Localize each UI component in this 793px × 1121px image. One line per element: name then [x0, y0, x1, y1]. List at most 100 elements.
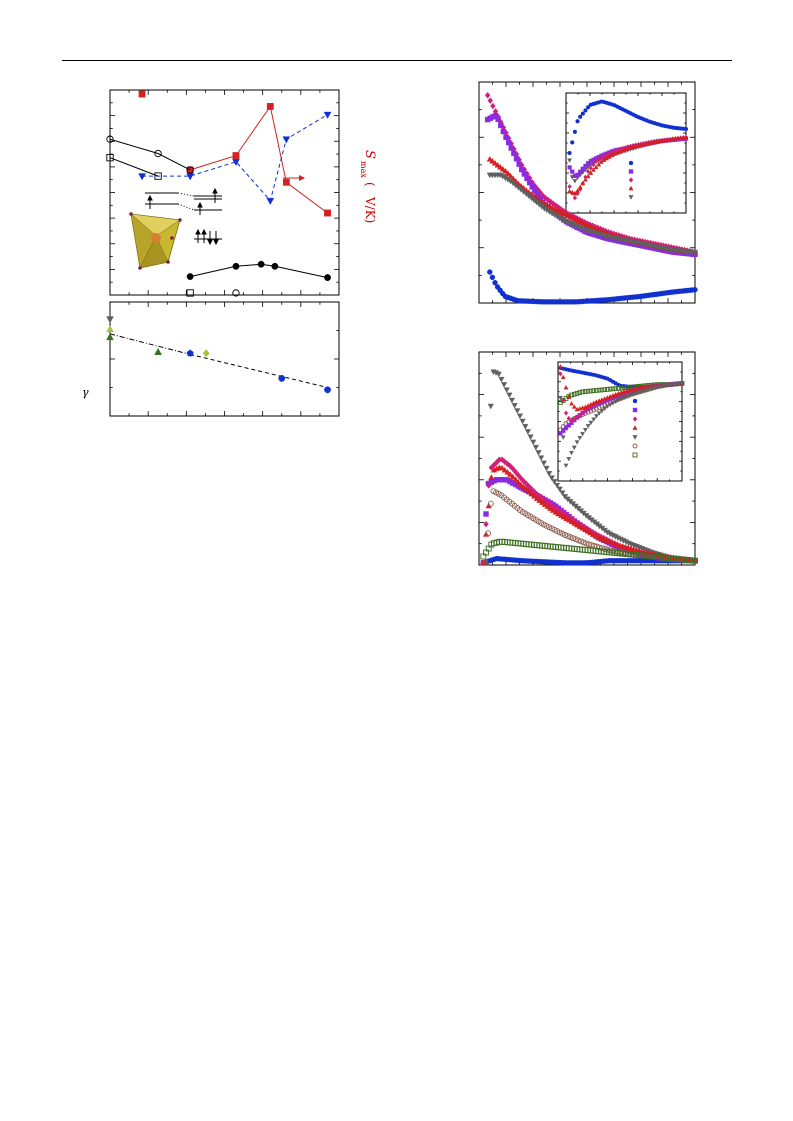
chart-D-gray_tri-point-5: [495, 371, 502, 378]
chart-D_inset-brown_circ_open-point-12: [591, 407, 596, 413]
chart-D_inset-gray_tri-point-25: [627, 393, 632, 398]
chart-D_inset-red_tri-point-2: [563, 384, 569, 390]
chart-D_inset-green_sq_open-point-10: [585, 388, 591, 394]
chart-D-gray_tri-point-27: [553, 482, 561, 489]
chart-D_inset-gray_tri-point-43: [676, 381, 682, 387]
right-axis-symbol: S: [362, 150, 377, 159]
chart-C_inset-blue_circ-point-0: [567, 150, 572, 156]
chart-D-red_tri-point-19: [531, 492, 538, 499]
chart-D-gray_tri-point-18: [530, 439, 537, 446]
panel-b-data: [106, 316, 331, 394]
chart-D_inset-green_sq_open-point-21: [616, 385, 621, 391]
chart-D_inset-gray_tri-point-18: [607, 402, 613, 408]
chart-D_inset-gray_tri-point-21: [616, 398, 621, 403]
chart-D_inset-gray_tri-point-30: [640, 389, 646, 394]
chart-D_inset-gray_tri-point-9: [582, 428, 588, 433]
chart-A-black_circ-point-1: [232, 262, 240, 270]
chart-A-red_sq-line: [189, 105, 328, 214]
chart-D-gray_tri-point-25: [548, 475, 555, 482]
chart-D-purple_sq-point-1: [483, 511, 489, 517]
chart-D-red_tri-point-21: [536, 497, 543, 503]
chart-D-brown_circ_open-point-31: [564, 533, 571, 540]
chart-D_inset-gray_tri-point-37: [660, 384, 666, 389]
chart-C-magenta_dia-point-2: [490, 102, 496, 110]
panel-d-inset-data: [558, 364, 685, 469]
chart-C-blue_circ-point-1: [489, 274, 496, 281]
chart-C_inset-red_tri-point-44: [683, 134, 689, 140]
chart-D-magenta_dia-point-11: [510, 465, 516, 472]
chart-C_inset-blue_circ-point-44: [683, 126, 689, 132]
chart-C_inset-magenta_dia-point-9: [591, 162, 596, 168]
chart-D-red_tri-point-20: [533, 495, 540, 501]
panel-c-inset-data: [567, 99, 689, 201]
chart-D_inset-gray_tri-point-4: [569, 450, 574, 456]
chart-D-gray_tri-point-20: [535, 450, 542, 456]
chart-D_inset-gray_tri-point-31: [643, 388, 649, 393]
chart-D-red_tri-point-25: [547, 505, 554, 511]
page-header-rule: [62, 60, 732, 61]
chart-D_inset-gray_tri-point-5: [571, 445, 577, 451]
chart-D-red_tri-point-13: [515, 478, 522, 485]
chart-C_inset-red_tri-point-7: [585, 173, 591, 179]
chart-C_inset-legend-marker-2: [628, 177, 634, 183]
chart-D-green_sq_open-point-79: [692, 557, 698, 564]
chart-D_inset-red_tri-point-1: [560, 374, 566, 380]
chart-A-bottom_circ-point-0: [232, 289, 240, 297]
panel-d-inset-legend: [632, 398, 638, 458]
chart-D_inset-gray_tri-point-34: [651, 386, 657, 391]
chart-C-red_tri-point-8: [507, 172, 514, 179]
chart-D_inset-gray_tri-point-42: [674, 382, 679, 387]
chart-A-red_sq-point-4: [324, 209, 331, 217]
chart-D-gray_tri-point-17: [527, 434, 534, 441]
chart-D-brown_circ_open-point-49: [612, 548, 619, 555]
panel-c-inset-legend: [628, 160, 634, 200]
chart-D-red_tri-point-23: [541, 501, 549, 507]
chart-C_inset-blue_circ-point-3: [575, 119, 580, 124]
chart-D_inset-gray_tri-point-44: [679, 381, 685, 387]
chart-D_inset-gray_tri-point-22: [618, 396, 624, 402]
chart-D-brown_circ_open-point-35: [575, 537, 582, 544]
chart-D-gray_tri-point-19: [532, 444, 539, 451]
chart-D-gray_tri-point-11: [511, 403, 518, 409]
chart-B-fit_dashed-line: [189, 353, 328, 388]
chart-D_inset-gray_tri-point-15: [599, 409, 605, 414]
chart-B-blue_pent-point-0: [186, 349, 194, 357]
chart-D-brown_circ_open-point-32: [567, 534, 574, 541]
chart-D_inset-legend-marker-1: [632, 407, 638, 413]
axis-ticks: [110, 82, 695, 565]
panel-c-data: [484, 91, 699, 305]
chart-C_inset-purple_sq-point-7: [586, 161, 591, 166]
chart-D-gray_tri-point-28: [556, 486, 563, 493]
panel-d-inset-frame: [557, 361, 683, 482]
chart-D_inset-gray_tri-point-12: [591, 417, 597, 422]
chart-A-open_sq-point-1: [154, 172, 162, 180]
chart-D_inset-green_sq_open-point-16: [602, 387, 608, 393]
panel-d-data: [480, 369, 699, 567]
chart-D_inset-red_tri-point-4: [569, 401, 574, 406]
chart-C-purple_sq-point-8: [505, 139, 512, 146]
chart-D-red_tri-point-10: [507, 471, 514, 477]
chart-C_inset-red_tri-point-9: [590, 167, 596, 172]
chart-D_inset-gray_tri-point-36: [657, 384, 663, 390]
chart-A-open_sq-line: [109, 157, 159, 177]
chart-D-red_tri-point-26: [549, 507, 557, 513]
chart-D_inset-gray_tri-point-11: [588, 420, 594, 426]
chart-D_inset-green_sq_open-point-20: [613, 386, 619, 391]
chart-D_inset-green_sq_open-point-5: [571, 391, 577, 397]
chart-D-gray_tri-point-13: [516, 413, 524, 420]
chart-D_inset-gray_tri-point-27: [632, 391, 638, 397]
chart-A-open_circ-point-2: [186, 166, 194, 174]
chart-C_inset-legend-marker-4: [628, 195, 634, 200]
chart-A-blue_tri-point-1: [186, 173, 195, 181]
chart-B-lg_dia-point-0: [202, 349, 210, 358]
chart-D-brown_circ_open-point-33: [570, 535, 576, 542]
chart-D_inset-gray_tri-point-7: [577, 435, 583, 441]
chart-D_inset-legend-marker-6: [632, 452, 638, 458]
right-axis-label: S max ( V/K): [359, 150, 377, 223]
chart-A-blue_tri-point-2: [232, 158, 240, 167]
chart-A-red_sq-point-2: [266, 102, 274, 110]
chart-D-red_tri-point-8: [501, 466, 508, 473]
chart-D_inset-red_tri-point-0: [558, 364, 563, 369]
chart-A-blue_tri-line: [142, 114, 328, 202]
lower-left-gamma: γ: [82, 386, 89, 399]
